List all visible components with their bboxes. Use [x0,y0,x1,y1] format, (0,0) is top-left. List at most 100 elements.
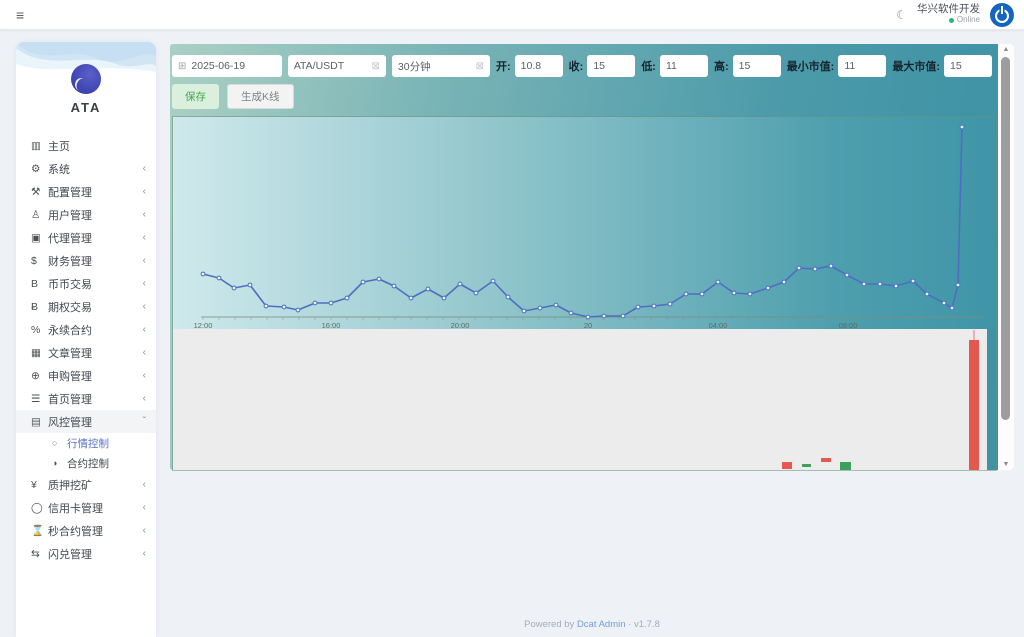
sidebar-item-label: 期权交易 [48,301,92,314]
chevron-left-icon: ‹ [142,278,146,289]
date-value: 2025-06-19 [191,60,246,72]
sidebar-item-label: 文章管理 [48,347,92,360]
sidebar-item-代理管理[interactable]: ▣ 代理管理 ‹ [16,226,156,249]
chevron-left-icon: ‹ [142,301,146,312]
chevron-left-icon: ‹ [142,209,146,220]
chevron-left-icon: ‹ [142,324,146,335]
svg-text:20: 20 [584,321,592,329]
sidebar-item-信用卡管理[interactable]: ◯ 信用卡管理 ‹ [16,496,156,519]
sidebar-item-用户管理[interactable]: ♙ 用户管理 ‹ [16,203,156,226]
sidebar-item-风控管理[interactable]: ▤ 风控管理 ˇ [16,410,156,433]
scroll-up-icon[interactable]: ▲ [1002,46,1010,53]
sidebar-subitem-label: 行情控制 [67,437,109,450]
sidebar-item-label: 用户管理 [48,209,92,222]
interval-value: 30分钟 [397,60,431,73]
open-field: 开: 10.8 [496,55,563,77]
dark-mode-moon-icon[interactable]: ☾ [896,7,907,22]
list-icon: ☰ [31,392,41,405]
yen-icon: ¥ [31,478,37,491]
market-line-chart: 12:00 16:00 20:00 20 04:00 08:00 [173,117,996,329]
button-row: 保存 生成K线 [170,77,1014,109]
sidebar-item-期权交易[interactable]: Ƀ 期权交易 ‹ [16,295,156,318]
scrollbar-thumb[interactable] [1001,57,1010,420]
timer-icon: ⌛ [31,525,45,537]
sidebar-subitem-合约控制[interactable]: ◑ 合约控制 [16,453,156,473]
candle-chart [173,329,987,470]
sidebar-item-label: 风控管理 [48,416,92,429]
sidebar-item-秒合约管理[interactable]: ⌛ 秒合约管理 ‹ [16,519,156,542]
sidebar-item-label: 财务管理 [48,255,92,268]
credit-card-icon: ◯ [31,501,43,514]
swap-icon: ⇆ [31,547,40,560]
ata-logo-icon[interactable] [71,64,101,94]
sidebar-item-财务管理[interactable]: $ 财务管理 ‹ [16,249,156,272]
open-input[interactable]: 10.8 [514,55,563,77]
sidebar-item-币币交易[interactable]: B 币币交易 ‹ [16,272,156,295]
user-brand-block[interactable]: 华兴软件开发 Online [917,4,980,24]
chevron-down-icon: ˇ [142,416,146,427]
risk-list-icon: ▤ [31,415,41,428]
max-cap-field: 最大市值: 15 [892,55,992,77]
sidebar-item-文章管理[interactable]: ▦ 文章管理 ‹ [16,341,156,364]
date-input[interactable]: ⊞ 2025-06-19 [172,55,282,77]
vertical-scrollbar[interactable]: ▲ ▼ [998,44,1014,470]
hamburger-menu-icon[interactable]: ≡ [16,6,25,23]
pair-value: ATA/USDT [293,60,345,72]
min-cap-field: 最小市值: 11 [787,55,887,77]
close-input[interactable]: 15 [587,55,636,77]
percent-icon: % [31,323,41,336]
footer-prefix: Powered by [524,619,575,630]
sidebar-item-闪兑管理[interactable]: ⇆ 闪兑管理 ‹ [16,542,156,565]
dcat-admin-link[interactable]: Dcat Admin [576,619,626,630]
sidebar-item-label: 币币交易 [48,278,92,291]
chevron-left-icon: ‹ [142,370,146,381]
kline-toolbar: ⊞ 2025-06-19 ATA/USDT ⊠ 30分钟 ⊠ 开: 10.8 收: 1… [170,44,1014,77]
save-button[interactable]: 保存 [172,84,219,109]
sidebar-subitem-行情控制[interactable]: ○ 行情控制 [16,433,156,453]
dollar-icon: $ [31,254,37,267]
online-status: Online [917,14,980,25]
power-bar [1001,5,1004,14]
online-label: Online [956,14,980,24]
sidebar: ATA ▥ 主页 ⚙ 系统 ‹ ⚒ 配置管理 ‹ ♙ 用户管理 ‹ ▣ 代理管理 ‹ $ 财务管理 ‹ B 币币交易… [16,42,156,637]
svg-text:20:00: 20:00 [451,321,470,329]
svg-text:04:00: 04:00 [709,321,728,329]
sidebar-item-首页管理[interactable]: ☰ 首页管理 ‹ [16,387,156,410]
sidebar-item-申购管理[interactable]: ⊕ 申购管理 ‹ [16,364,156,387]
low-field: 低: 11 [641,55,708,77]
sidebar-subitem-label: 合约控制 [67,457,109,470]
min-cap-input[interactable]: 11 [838,55,887,77]
chevron-left-icon: ‹ [142,186,146,197]
coin-b-icon: B [31,277,39,290]
low-label: 低: [641,61,656,73]
sidebar-item-label: 信用卡管理 [48,502,103,515]
low-input[interactable]: 11 [659,55,708,77]
close-label: 收: [568,61,584,73]
chevron-left-icon: ‹ [142,232,146,243]
sidebar-item-质押挖矿[interactable]: ¥ 质押挖矿 ‹ [16,473,156,496]
logo-text: ATA [70,100,102,115]
user-icon: ♙ [31,208,41,221]
pair-select[interactable]: ATA/USDT ⊠ [287,55,386,77]
clear-icon[interactable]: ⊠ [475,60,484,72]
online-dot-icon [948,17,954,23]
bitcoin-icon: Ƀ [31,300,39,313]
article-icon: ▦ [31,346,41,359]
sidebar-item-永续合约[interactable]: % 永续合约 ‹ [16,318,156,341]
sidebar-item-label: 配置管理 [48,186,92,199]
chevron-left-icon: ‹ [142,393,146,404]
max-cap-input[interactable]: 15 [944,55,992,77]
scroll-down-icon[interactable]: ▼ [1002,461,1010,468]
candle-chart-wrap [173,329,996,470]
chevron-left-icon: ‹ [142,479,146,490]
sidebar-item-主页[interactable]: ▥ 主页 [16,134,156,157]
brand-name: 华兴软件开发 [917,3,980,16]
high-input[interactable]: 15 [732,55,781,77]
interval-select[interactable]: 30分钟 ⊠ [391,55,490,77]
generate-kline-button[interactable]: 生成K线 [227,84,294,109]
power-logo-icon[interactable] [990,2,1014,27]
clear-icon[interactable]: ⊠ [371,60,380,72]
sidebar-item-配置管理[interactable]: ⚒ 配置管理 ‹ [16,180,156,203]
sidebar-item-系统[interactable]: ⚙ 系统 ‹ [16,157,156,180]
sidebar-item-label: 首页管理 [48,393,92,406]
